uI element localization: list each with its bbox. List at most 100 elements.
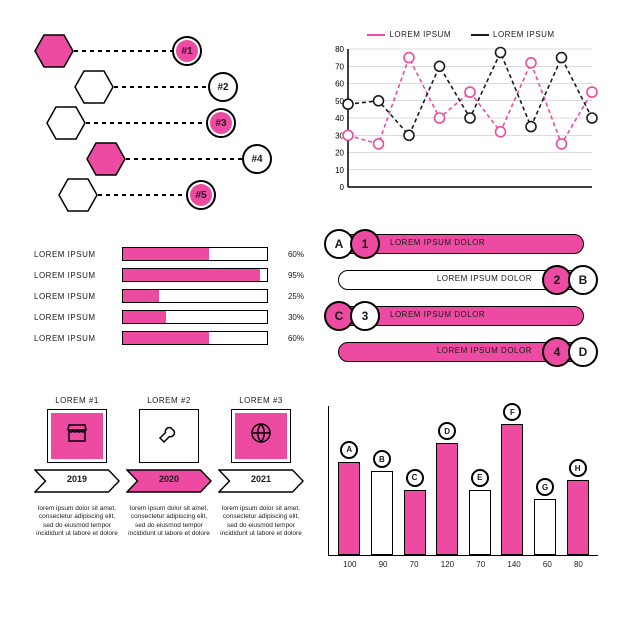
timeline-caption: Lorem ipsum dolor sit amet, consectetur … [34, 499, 120, 539]
progress-row-1: Lorem ipsum 95% [34, 268, 304, 282]
series-black-marker [465, 113, 475, 123]
timeline-year-label: 2020 [126, 474, 212, 484]
timeline-head: Lorem #3 [218, 396, 304, 405]
hex-row-3: #3 [46, 106, 236, 140]
ytick-label: 20 [335, 149, 344, 158]
progress-row-4: Lorem ipsum60% [34, 331, 304, 345]
timeline-year-2020: 2020 [126, 469, 212, 493]
letter-bar-text: Lorem ipsum dolor [437, 274, 532, 283]
bar-chart-panel: ABCDEFGH 1009070120701406080 [324, 406, 598, 594]
line-chart-panel: Lorem ipsumLorem ipsum 01020304050607080 [324, 30, 598, 200]
series-black-marker [587, 113, 597, 123]
series-pink-marker [526, 58, 536, 68]
progress-label: Lorem ipsum [34, 271, 114, 280]
series-black-marker [496, 48, 506, 58]
legend-item-1: Lorem ipsum [471, 30, 555, 39]
progress-track [122, 331, 268, 345]
globe-icon [249, 421, 273, 451]
legend-swatch [367, 34, 385, 36]
vbar-cap: A [340, 441, 358, 459]
rank-circle-1: #1 [172, 36, 202, 66]
vbar-cap: C [406, 469, 424, 487]
series-pink-marker [435, 113, 445, 123]
series-pink-marker [557, 139, 567, 149]
legend-label: Lorem ipsum [493, 30, 555, 39]
progress-value: 60% [276, 250, 304, 259]
legend-item-0: Lorem ipsum [367, 30, 451, 39]
bar-xlabel: 120 [441, 560, 454, 569]
timeline-year-2021: 2021 [218, 469, 304, 493]
progress-row-0: Lorem ipsum 60% [34, 247, 304, 261]
progress-track [122, 289, 268, 303]
letter-row-A: A1Lorem ipsum dolor [324, 228, 598, 260]
letter-row-D: 4DLorem ipsum dolor [324, 336, 598, 368]
wrench-icon [157, 421, 181, 451]
vbar-cap: G [536, 478, 554, 496]
vbar-H: H [567, 480, 589, 555]
progress-track [122, 268, 268, 282]
hex-steps-panel: #1 #2 #3 #4 #5 [34, 34, 304, 224]
progress-value: 25% [276, 292, 304, 301]
series-black-marker [526, 122, 536, 132]
timeline-caption-text: Lorem ipsum dolor sit amet, consectetur … [126, 505, 212, 539]
rank-label: #1 [181, 46, 192, 57]
vbar-F: F [501, 424, 523, 555]
progress-label: Lorem ipsum [34, 250, 114, 259]
connector [114, 86, 208, 88]
letter-row-C: C3Lorem ipsum dolor [324, 300, 598, 332]
hexagon-2 [74, 70, 114, 104]
bar-xlabel: 70 [476, 560, 485, 569]
hexagon-3 [46, 106, 86, 140]
progress-value: 30% [276, 313, 304, 322]
progress-fill [123, 311, 166, 323]
vbar-cap: B [373, 450, 391, 468]
series-black-marker [435, 61, 445, 71]
hexagon-5 [58, 178, 98, 212]
timeline-year-2019: 2019 [34, 469, 120, 493]
timeline-caption: Lorem ipsum dolor sit amet, consectetur … [126, 499, 212, 539]
ytick-label: 60 [335, 80, 344, 89]
progress-fill [123, 332, 209, 344]
progress-value: 60% [276, 334, 304, 343]
series-black-marker [557, 53, 567, 63]
letter-bar-text: Lorem ipsum dolor [390, 238, 485, 247]
rank-label: #3 [215, 118, 226, 129]
store-icon [65, 421, 89, 451]
letter-bars-panel: A1Lorem ipsum dolor2BLorem ipsum dolorC3… [324, 224, 598, 372]
vbar-cap: F [503, 403, 521, 421]
progress-value: 95% [276, 271, 304, 280]
bar-xlabel: 90 [379, 560, 388, 569]
connector [74, 50, 172, 52]
timeline-col-2: Lorem #3 [218, 396, 304, 467]
timeline-box [231, 409, 291, 463]
letter-circle: D [568, 337, 598, 367]
ytick-label: 10 [335, 166, 344, 175]
bar-xlabel: 80 [574, 560, 583, 569]
timeline-col-1: Lorem #2 [126, 396, 212, 467]
series-pink-marker [343, 130, 353, 140]
vbar-A: A [338, 462, 360, 555]
ytick-label: 80 [335, 45, 344, 54]
rank-label: #2 [217, 82, 228, 93]
series-black-marker [374, 96, 384, 106]
timeline-year-label: 2021 [218, 474, 304, 484]
letter-circle: B [568, 265, 598, 295]
series-pink-marker [587, 87, 597, 97]
letter-row-B: 2BLorem ipsum dolor [324, 264, 598, 296]
progress-label: Lorem ipsum [34, 313, 114, 322]
series-pink-marker [496, 127, 506, 137]
line-chart-legend: Lorem ipsum Lorem ipsum [324, 30, 598, 39]
vbar-cap: H [569, 459, 587, 477]
connector [86, 122, 206, 124]
progress-fill [123, 248, 209, 260]
series-pink-marker [465, 87, 475, 97]
number-circle: 3 [350, 301, 380, 331]
progress-fill [123, 269, 260, 281]
rank-circle-5: #5 [186, 180, 216, 210]
vbar-D: D [436, 443, 458, 555]
hex-row-4: #4 [86, 142, 272, 176]
rank-label: #5 [195, 190, 206, 201]
progress-row-3: Lorem ipsum 30% [34, 310, 304, 324]
letter-bar-text: Lorem ipsum dolor [437, 346, 532, 355]
timeline-head: Lorem #2 [126, 396, 212, 405]
